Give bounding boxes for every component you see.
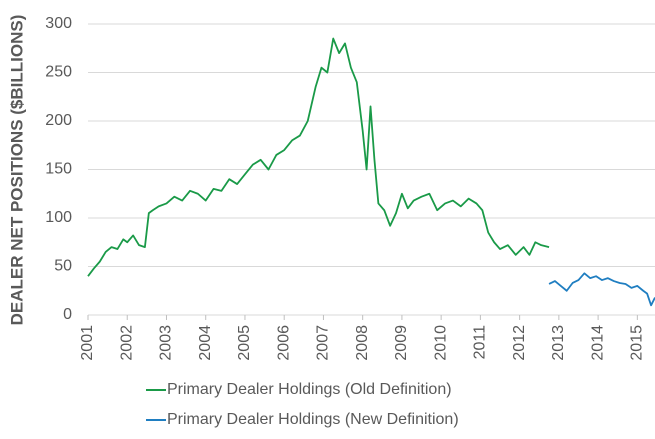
y-tick-label: 200: [45, 112, 72, 129]
y-tick-label: 100: [45, 209, 72, 226]
series-line: [548, 272, 655, 307]
legend-label: Primary Dealer Holdings (Old Definition): [167, 381, 452, 398]
x-tick-label: 2007: [315, 325, 332, 361]
x-tick-label: 2015: [629, 325, 646, 361]
x-tick-label: 2005: [236, 325, 253, 361]
y-tick-label: 50: [54, 258, 72, 275]
y-tick-label: 150: [45, 161, 72, 178]
x-tick-label: 2001: [79, 325, 96, 361]
y-tick-label: 250: [45, 64, 72, 81]
legend-label: Primary Dealer Holdings (New Definition): [167, 411, 459, 428]
y-axis-title: DEALER NET POSITIONS ($BILLIONS): [7, 15, 26, 326]
x-tick-label: 2006: [275, 325, 292, 361]
x-tick-label: 2009: [393, 325, 410, 361]
x-tick-label: 2010: [432, 325, 449, 361]
x-tick-label: 2004: [197, 325, 214, 361]
y-tick-label: 300: [45, 15, 72, 32]
x-tick-label: 2008: [354, 325, 371, 361]
x-tick-label: 2011: [472, 325, 489, 360]
y-tick-label: 0: [63, 306, 72, 323]
x-tick-label: 2013: [550, 325, 567, 361]
x-tick-label: 2003: [158, 325, 175, 361]
x-tick-label: 2002: [118, 325, 135, 361]
x-tick-label: 2012: [511, 325, 528, 361]
x-tick-label: 2014: [589, 325, 606, 361]
series-line: [87, 37, 550, 277]
